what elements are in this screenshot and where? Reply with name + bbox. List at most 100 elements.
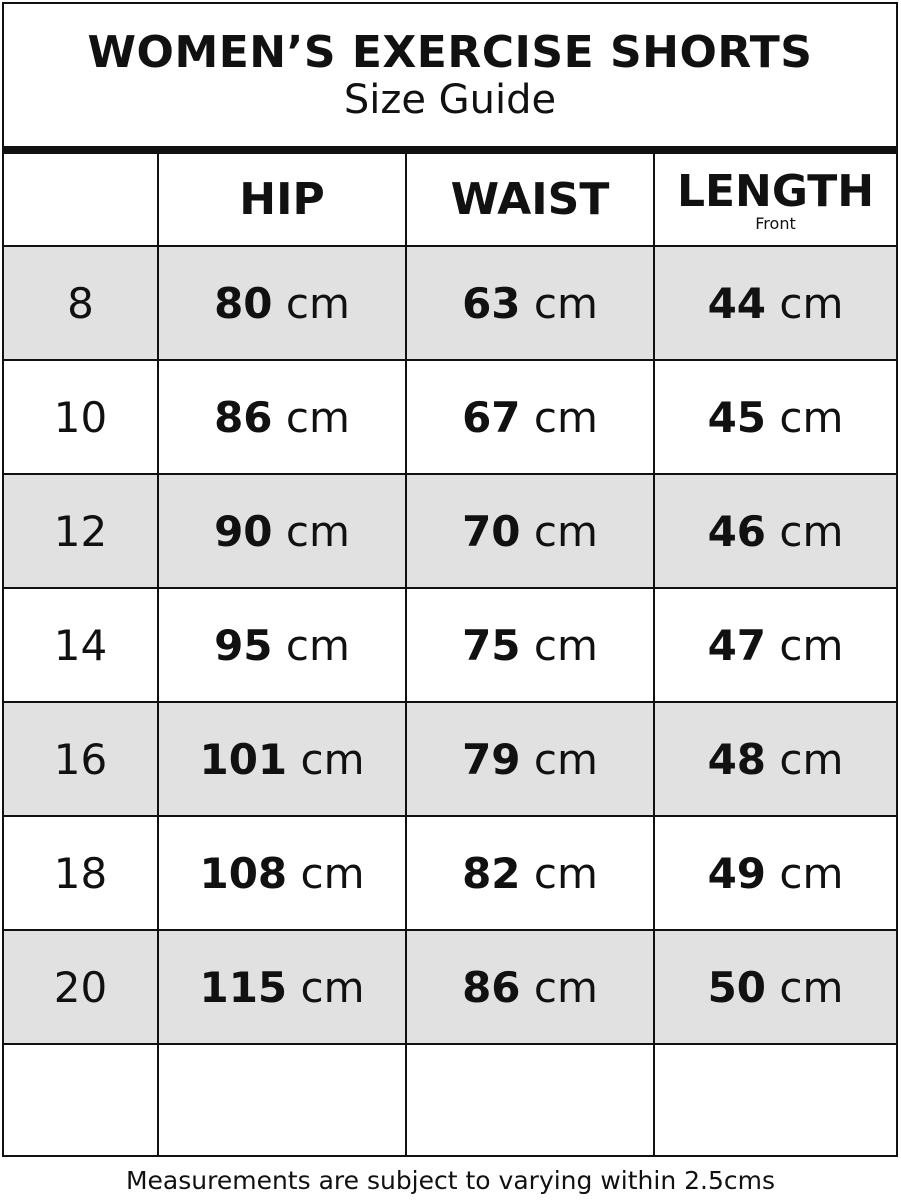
empty-row xyxy=(4,1043,896,1157)
table-row: 20 115 cm 86 cm 50 cm xyxy=(4,929,896,1043)
page-title: WOMEN’S EXERCISE SHORTS xyxy=(87,27,813,78)
unit-label: cm xyxy=(533,278,598,328)
waist-cell: 63 cm xyxy=(405,247,653,359)
waist-cell: 75 cm xyxy=(405,589,653,701)
hip-value: 101 xyxy=(199,734,288,784)
unit-label: cm xyxy=(300,734,365,784)
unit-label: cm xyxy=(779,848,844,898)
header-sublabel: Front xyxy=(755,213,796,233)
header-label: HIP xyxy=(239,173,325,225)
header-label: LENGTH xyxy=(676,165,875,217)
waist-value: 86 xyxy=(462,962,521,1012)
length-cell: 49 cm xyxy=(653,817,896,929)
table-row: 16 101 cm 79 cm 48 cm xyxy=(4,701,896,815)
hip-value: 90 xyxy=(214,506,273,556)
header-hip: HIP xyxy=(157,154,405,245)
unit-label: cm xyxy=(779,620,844,670)
unit-label: cm xyxy=(779,962,844,1012)
waist-value: 70 xyxy=(462,506,521,556)
unit-label: cm xyxy=(285,392,350,442)
size-cell: 12 xyxy=(4,475,157,587)
length-cell xyxy=(653,1045,896,1157)
size-label: 20 xyxy=(53,962,108,1012)
waist-cell: 86 cm xyxy=(405,931,653,1043)
length-value: 45 xyxy=(707,392,767,442)
hip-cell: 115 cm xyxy=(157,931,405,1043)
hip-cell: 95 cm xyxy=(157,589,405,701)
unit-label: cm xyxy=(533,734,598,784)
table-row: 14 95 cm 75 cm 47 cm xyxy=(4,587,896,701)
header-waist: WAIST xyxy=(405,154,653,245)
size-label: 16 xyxy=(53,734,108,784)
size-cell: 10 xyxy=(4,361,157,473)
hip-value: 86 xyxy=(214,392,273,442)
size-label: 18 xyxy=(53,848,108,898)
size-cell: 18 xyxy=(4,817,157,929)
unit-label: cm xyxy=(779,278,844,328)
size-cell xyxy=(4,1045,157,1157)
hip-cell: 80 cm xyxy=(157,247,405,359)
unit-label: cm xyxy=(285,506,350,556)
header-label: WAIST xyxy=(450,173,610,225)
hip-cell xyxy=(157,1045,405,1157)
unit-label: cm xyxy=(533,848,598,898)
hip-value: 80 xyxy=(214,278,273,328)
hip-cell: 108 cm xyxy=(157,817,405,929)
length-cell: 48 cm xyxy=(653,703,896,815)
waist-cell: 67 cm xyxy=(405,361,653,473)
waist-value: 67 xyxy=(462,392,521,442)
size-cell: 16 xyxy=(4,703,157,815)
title-box: WOMEN’S EXERCISE SHORTS Size Guide xyxy=(4,4,896,154)
size-label: 8 xyxy=(67,278,94,328)
table-row: 18 108 cm 82 cm 49 cm xyxy=(4,815,896,929)
footer-note: Measurements are subject to varying with… xyxy=(125,1166,776,1195)
hip-value: 115 xyxy=(199,962,288,1012)
unit-label: cm xyxy=(533,392,598,442)
unit-label: cm xyxy=(300,848,365,898)
size-label: 14 xyxy=(53,620,108,670)
unit-label: cm xyxy=(300,962,365,1012)
length-value: 50 xyxy=(707,962,767,1012)
length-cell: 47 cm xyxy=(653,589,896,701)
unit-label: cm xyxy=(779,734,844,784)
page-subtitle: Size Guide xyxy=(343,77,557,123)
waist-cell: 82 cm xyxy=(405,817,653,929)
waist-value: 79 xyxy=(462,734,521,784)
hip-cell: 101 cm xyxy=(157,703,405,815)
unit-label: cm xyxy=(779,392,844,442)
size-cell: 14 xyxy=(4,589,157,701)
hip-value: 108 xyxy=(199,848,288,898)
table-row: 10 86 cm 67 cm 45 cm xyxy=(4,359,896,473)
unit-label: cm xyxy=(285,620,350,670)
size-table: HIP WAIST LENGTH Front 8 80 cm 63 cm 44 cm 10… xyxy=(4,154,896,1157)
header-size xyxy=(4,154,157,245)
unit-label: cm xyxy=(779,506,844,556)
waist-cell xyxy=(405,1045,653,1157)
length-cell: 46 cm xyxy=(653,475,896,587)
unit-label: cm xyxy=(285,278,350,328)
hip-value: 95 xyxy=(214,620,273,670)
table-row: 12 90 cm 70 cm 46 cm xyxy=(4,473,896,587)
unit-label: cm xyxy=(533,506,598,556)
unit-label: cm xyxy=(533,620,598,670)
hip-cell: 86 cm xyxy=(157,361,405,473)
table-row: 8 80 cm 63 cm 44 cm xyxy=(4,245,896,359)
unit-label: cm xyxy=(533,962,598,1012)
waist-cell: 79 cm xyxy=(405,703,653,815)
waist-value: 63 xyxy=(462,278,521,328)
length-cell: 45 cm xyxy=(653,361,896,473)
length-value: 49 xyxy=(707,848,767,898)
waist-cell: 70 cm xyxy=(405,475,653,587)
length-value: 47 xyxy=(707,620,767,670)
hip-cell: 90 cm xyxy=(157,475,405,587)
size-label: 12 xyxy=(53,506,108,556)
length-value: 48 xyxy=(707,734,767,784)
header-length: LENGTH Front xyxy=(653,154,896,245)
size-cell: 8 xyxy=(4,247,157,359)
waist-value: 75 xyxy=(462,620,521,670)
size-cell: 20 xyxy=(4,931,157,1043)
size-guide-frame: WOMEN’S EXERCISE SHORTS Size Guide HIP W… xyxy=(2,2,898,1157)
table-header: HIP WAIST LENGTH Front xyxy=(4,154,896,245)
waist-value: 82 xyxy=(462,848,521,898)
size-label: 10 xyxy=(53,392,108,442)
